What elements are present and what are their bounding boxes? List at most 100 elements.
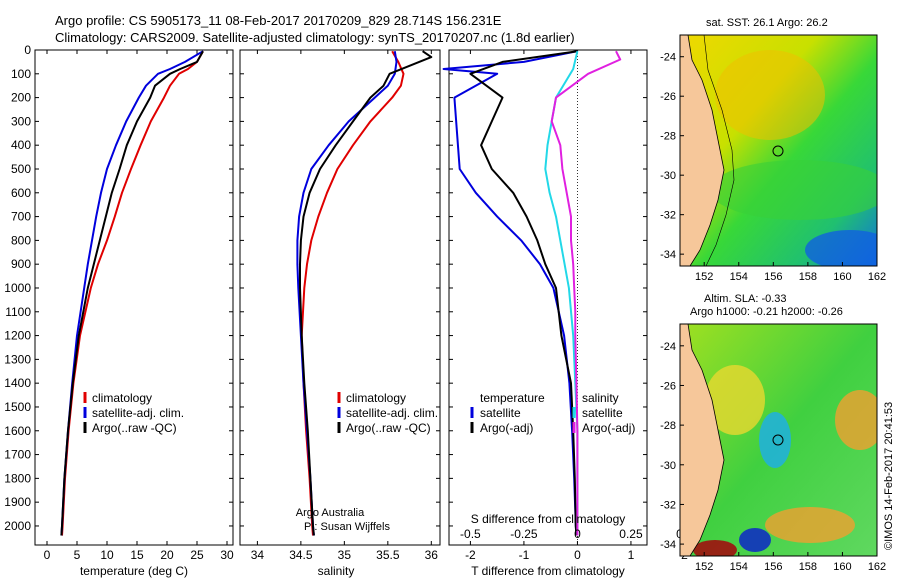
lon-tick-label: 162 [868, 271, 886, 283]
sla-cyan-eddy [759, 412, 791, 468]
temperature-panel: 0100200300400500600700800900100011001200… [4, 43, 234, 578]
y-tick-label: 1900 [4, 495, 31, 509]
lon-tick-label: 162 [868, 561, 886, 573]
lat-tick-label: -24 [660, 52, 676, 64]
difference-series [442, 50, 622, 536]
series-line-salinity-argo-adj- [550, 50, 622, 536]
sla-map-title-2: Argo h1000: -0.21 h2000: -0.26 [690, 306, 843, 318]
x-tick-label: 30 [220, 548, 234, 562]
lon-tick-label: 160 [833, 561, 851, 573]
x-tick-label: 10 [100, 548, 114, 562]
legend-label-climatology: climatology [346, 391, 406, 405]
y-tick-label: 300 [11, 114, 31, 128]
salinity-legend: climatology satellite-adj. clim. Argo(..… [337, 391, 438, 435]
difference-depth-ticks [449, 49, 647, 527]
sla-blue-eddy [739, 528, 771, 552]
y-tick-label: 900 [11, 257, 31, 271]
legend-header-temperature: temperature [480, 391, 545, 405]
series-line-temperature-argo-adj- [469, 50, 578, 536]
y-tick-label: 800 [11, 233, 31, 247]
x-tick-label: 36 [425, 548, 439, 562]
series-line-argo-raw-qc- [299, 50, 433, 536]
x-tick-label: 34.5 [289, 548, 313, 562]
lon-tick-label: 158 [799, 271, 817, 283]
title-line-1: Argo profile: CS 5905173_11 08-Feb-2017 … [55, 13, 502, 28]
lat-tick-label: -28 [660, 420, 676, 432]
sst-cool-patch [805, 230, 877, 266]
sla-lon-ticks: 152 154 156 158 160 162 [695, 552, 886, 573]
legend-label-climatology: climatology [92, 391, 152, 405]
sla-map-title-1: Altim. SLA: -0.33 [704, 293, 787, 305]
sla-map: Altim. SLA: -0.33 Argo h1000: -0.21 h200… [660, 293, 886, 573]
sst-green-band [710, 160, 877, 220]
sst-lat-ticks: -24 -26 -28 -30 -32 -34 [660, 52, 684, 261]
salinity-axes-frame [239, 49, 441, 546]
legend-label-satellite: satellite-adj. clim. [92, 406, 184, 420]
legend-label-sal-argo: Argo(-adj) [582, 421, 635, 435]
y-tick-label: 1400 [4, 376, 31, 390]
sst-lon-ticks: 152 154 156 158 160 162 [695, 262, 886, 283]
legend-label-sal-satellite: satellite [582, 406, 623, 420]
x-tick-label: 1 [628, 548, 635, 562]
y-tick-label: 600 [11, 186, 31, 200]
salinity-diff-tick-label: -0.25 [510, 527, 538, 541]
y-tick-label: 100 [11, 67, 31, 81]
annotation-line-1: Argo Australia [296, 507, 365, 519]
difference-panel: -2-1012 temperature satellite Argo(-adj)… [442, 49, 693, 578]
lat-tick-label: -24 [660, 341, 676, 353]
imos-timestamp: ©IMOS 14-Feb-2017 20:41:53 [883, 402, 895, 550]
y-tick-label: 1100 [5, 305, 31, 319]
salinity-diff-tick-label: 0 [574, 527, 581, 541]
lat-tick-label: -26 [660, 380, 676, 392]
lon-tick-label: 152 [695, 271, 713, 283]
title-line-2: Climatology: CARS2009. Satellite-adjuste… [55, 30, 575, 45]
y-tick-label: 400 [11, 138, 31, 152]
temperature-axes-frame [34, 49, 234, 546]
y-tick-label: 500 [11, 162, 31, 176]
lat-tick-label: -30 [660, 460, 676, 472]
legend-header-salinity: salinity [582, 391, 619, 405]
lat-tick-label: -32 [660, 210, 676, 222]
legend-label-satellite: satellite-adj. clim. [346, 406, 438, 420]
annotation-line-2: PI: Susan Wijffels [304, 521, 390, 533]
x-tick-label: 25 [190, 548, 204, 562]
salinity-x-label: salinity [318, 564, 355, 578]
salinity-diff-tick-label: -0.5 [460, 527, 481, 541]
lat-tick-label: -34 [660, 539, 676, 551]
x-tick-label: 0 [574, 548, 581, 562]
difference-axes-frame [448, 49, 648, 546]
lat-tick-label: -30 [660, 170, 676, 182]
sla-red-eddy [693, 540, 737, 556]
lat-tick-label: -26 [660, 91, 676, 103]
sla-orange-east [835, 390, 877, 450]
x-tick-label: 5 [74, 548, 81, 562]
sla-map-frame [679, 323, 878, 557]
series-line-argo-raw-qc- [60, 50, 204, 536]
lon-tick-label: 160 [833, 271, 851, 283]
lon-tick-label: 154 [730, 561, 748, 573]
lat-tick-label: -32 [660, 499, 676, 511]
legend-label-temp-satellite: satellite [480, 406, 521, 420]
lon-tick-label: 152 [695, 561, 713, 573]
temperature-legend: climatology satellite-adj. clim. Argo(..… [83, 391, 184, 435]
depth-axis-ticks: 0 100 200 300 400 500 600 700 800 900 1000 1100 1200… [4, 43, 233, 533]
sla-yellow-west [705, 365, 765, 435]
y-tick-label: 2000 [4, 519, 31, 533]
temperature-axis-ticks: 0 5 10 15 20 25 30 [44, 50, 234, 562]
salinity-axis-ticks: 34 34.5 35 35.5 36 [251, 50, 439, 562]
legend-label-argo: Argo(..raw -QC) [346, 421, 431, 435]
salinity-difference-title: S difference from climatology [471, 512, 626, 526]
x-tick-label: -1 [519, 548, 530, 562]
difference-legend: temperature satellite Argo(-adj) salinit… [470, 391, 635, 435]
salinity-diff-tick-label: 0.25 [619, 527, 643, 541]
lon-tick-label: 154 [730, 271, 748, 283]
y-tick-label: 1000 [4, 281, 31, 295]
x-tick-label: 0 [44, 548, 51, 562]
y-tick-label: 1500 [4, 400, 31, 414]
sst-shelf-line [703, 35, 735, 266]
lon-tick-label: 158 [799, 561, 817, 573]
sla-land [680, 324, 725, 556]
sst-map-frame [679, 34, 878, 267]
